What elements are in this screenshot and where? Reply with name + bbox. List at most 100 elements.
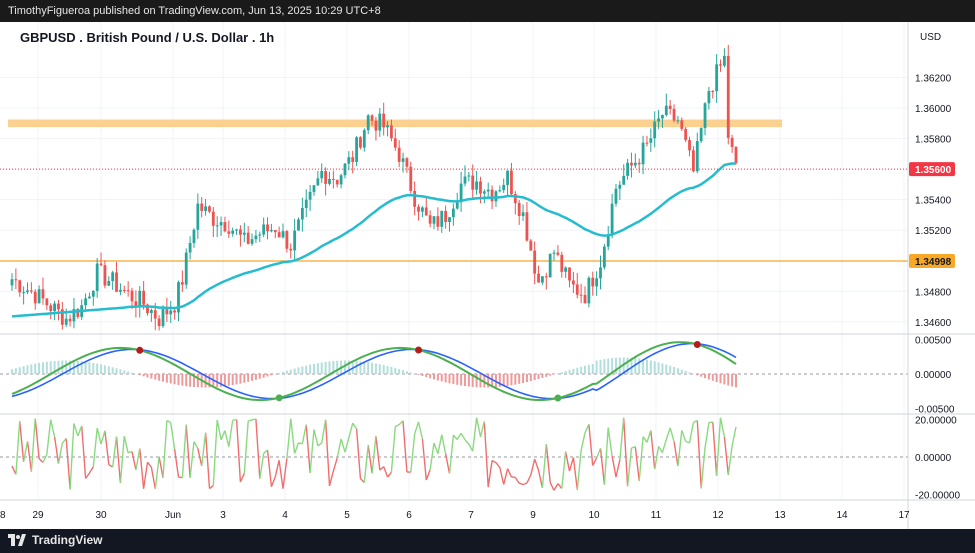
macd-histogram-bar: [433, 374, 436, 380]
macd-histogram-bar: [165, 374, 168, 383]
time-tick-label: 30: [95, 510, 107, 521]
macd-histogram-bar: [251, 374, 254, 381]
candle-body: [692, 150, 695, 172]
candle-body: [45, 298, 49, 306]
candle-body: [149, 310, 153, 313]
chart-title: GBPUSD . British Pound / U.S. Dollar . 1…: [20, 30, 274, 45]
macd-histogram-bar: [688, 372, 691, 374]
macd-histogram-bar: [649, 360, 652, 374]
candle-body: [374, 120, 378, 131]
candle-body: [645, 142, 649, 144]
macd-histogram-bar: [34, 363, 37, 374]
macd-histogram-bar: [719, 374, 722, 384]
candle-body: [68, 318, 72, 322]
macd-histogram-bar: [26, 365, 29, 374]
macd-histogram-bar: [239, 374, 242, 384]
candle-body: [355, 137, 358, 162]
candle-body: [246, 232, 250, 244]
macd-histogram-bar: [301, 366, 304, 374]
candle-body: [262, 224, 266, 235]
candle-body: [331, 179, 335, 181]
candle-body: [420, 207, 424, 212]
candle-body: [722, 55, 726, 66]
tradingview-logo[interactable]: TradingView: [8, 533, 102, 547]
candle-body: [134, 301, 138, 306]
macd-histogram-bar: [700, 374, 703, 377]
macd-histogram-bar: [84, 361, 87, 374]
macd-histogram-bar: [196, 374, 199, 388]
candle-body: [29, 290, 33, 292]
macd-histogram-bar: [266, 374, 269, 377]
candle-body: [231, 230, 235, 234]
macd-histogram-bar: [491, 374, 494, 388]
price-tick-label: 1.36200: [915, 74, 952, 85]
macd-histogram-bar: [704, 374, 707, 379]
macd-histogram-bar: [355, 360, 358, 374]
candle-body: [362, 130, 366, 148]
macd-histogram-bar: [533, 374, 536, 381]
candle-body: [695, 141, 699, 172]
macd-histogram-bar: [510, 374, 513, 386]
macd-histogram-bar: [96, 363, 99, 374]
candle-body: [157, 318, 161, 327]
candle-body: [308, 191, 312, 200]
macd-histogram-bar: [65, 360, 68, 374]
candle-body: [293, 230, 297, 251]
macd-histogram-bar: [185, 374, 188, 387]
candle-body: [699, 128, 703, 142]
macd-tick-label: 0.00000: [915, 370, 952, 381]
candle-body: [467, 175, 471, 177]
candle-body: [347, 157, 351, 164]
candle-body: [281, 231, 285, 238]
time-tick-label: 10: [588, 510, 600, 521]
macd-histogram-bar: [394, 368, 397, 374]
candle-body: [560, 254, 564, 272]
crossover-dot: [554, 394, 562, 402]
macd-histogram-bar: [556, 373, 559, 374]
candle-body: [161, 309, 165, 327]
candle-body: [393, 138, 397, 148]
candle-body: [91, 290, 95, 297]
macd-histogram-bar: [456, 374, 459, 385]
candle-body: [304, 199, 308, 208]
macd-histogram-bar: [111, 367, 114, 374]
candle-body: [382, 113, 386, 128]
crossover-dot: [275, 394, 283, 402]
candle-body: [537, 273, 540, 283]
candle-body: [455, 202, 459, 209]
macd-histogram-bar: [192, 374, 195, 388]
macd-histogram-bar: [731, 374, 734, 387]
macd-histogram-bar: [347, 360, 350, 374]
macd-histogram-bar: [262, 374, 265, 378]
macd-histogram-bar: [216, 374, 219, 388]
candle-body: [444, 210, 448, 223]
candle-body: [180, 282, 184, 285]
candle-body: [208, 206, 211, 212]
macd-histogram-bar: [467, 374, 470, 387]
macd-histogram-bar: [657, 362, 660, 374]
candle-body: [359, 137, 362, 148]
candle-body: [312, 185, 316, 192]
time-axis: 29 30 Jun 3 4 5 6 7 9 10 11 12 13 14 17 18: [0, 510, 910, 521]
candle-body: [57, 303, 60, 310]
macd-histogram-bar: [107, 366, 110, 374]
macd-histogram-bar: [150, 374, 153, 379]
candle-body: [258, 234, 262, 236]
chart-area[interactable]: GBPUSD . British Pound / U.S. Dollar . 1…: [0, 22, 975, 529]
candle-body: [510, 170, 513, 195]
macd-histogram-bar: [173, 374, 176, 385]
candle-body: [227, 231, 231, 234]
candle-body: [568, 267, 571, 281]
candle-body: [413, 190, 417, 207]
candle-body: [684, 128, 688, 141]
macd-histogram-bar: [630, 357, 633, 374]
candle-body: [641, 142, 645, 165]
candle-body: [653, 121, 657, 139]
candle-body: [556, 252, 560, 255]
support-price-badge: [909, 254, 955, 269]
candle-body: [707, 91, 711, 104]
macd-histogram-bar: [41, 362, 44, 374]
chart-svg[interactable]: GBPUSD . British Pound / U.S. Dollar . 1…: [0, 22, 975, 529]
macd-histogram-bar: [409, 372, 412, 374]
candle-body: [223, 222, 227, 232]
